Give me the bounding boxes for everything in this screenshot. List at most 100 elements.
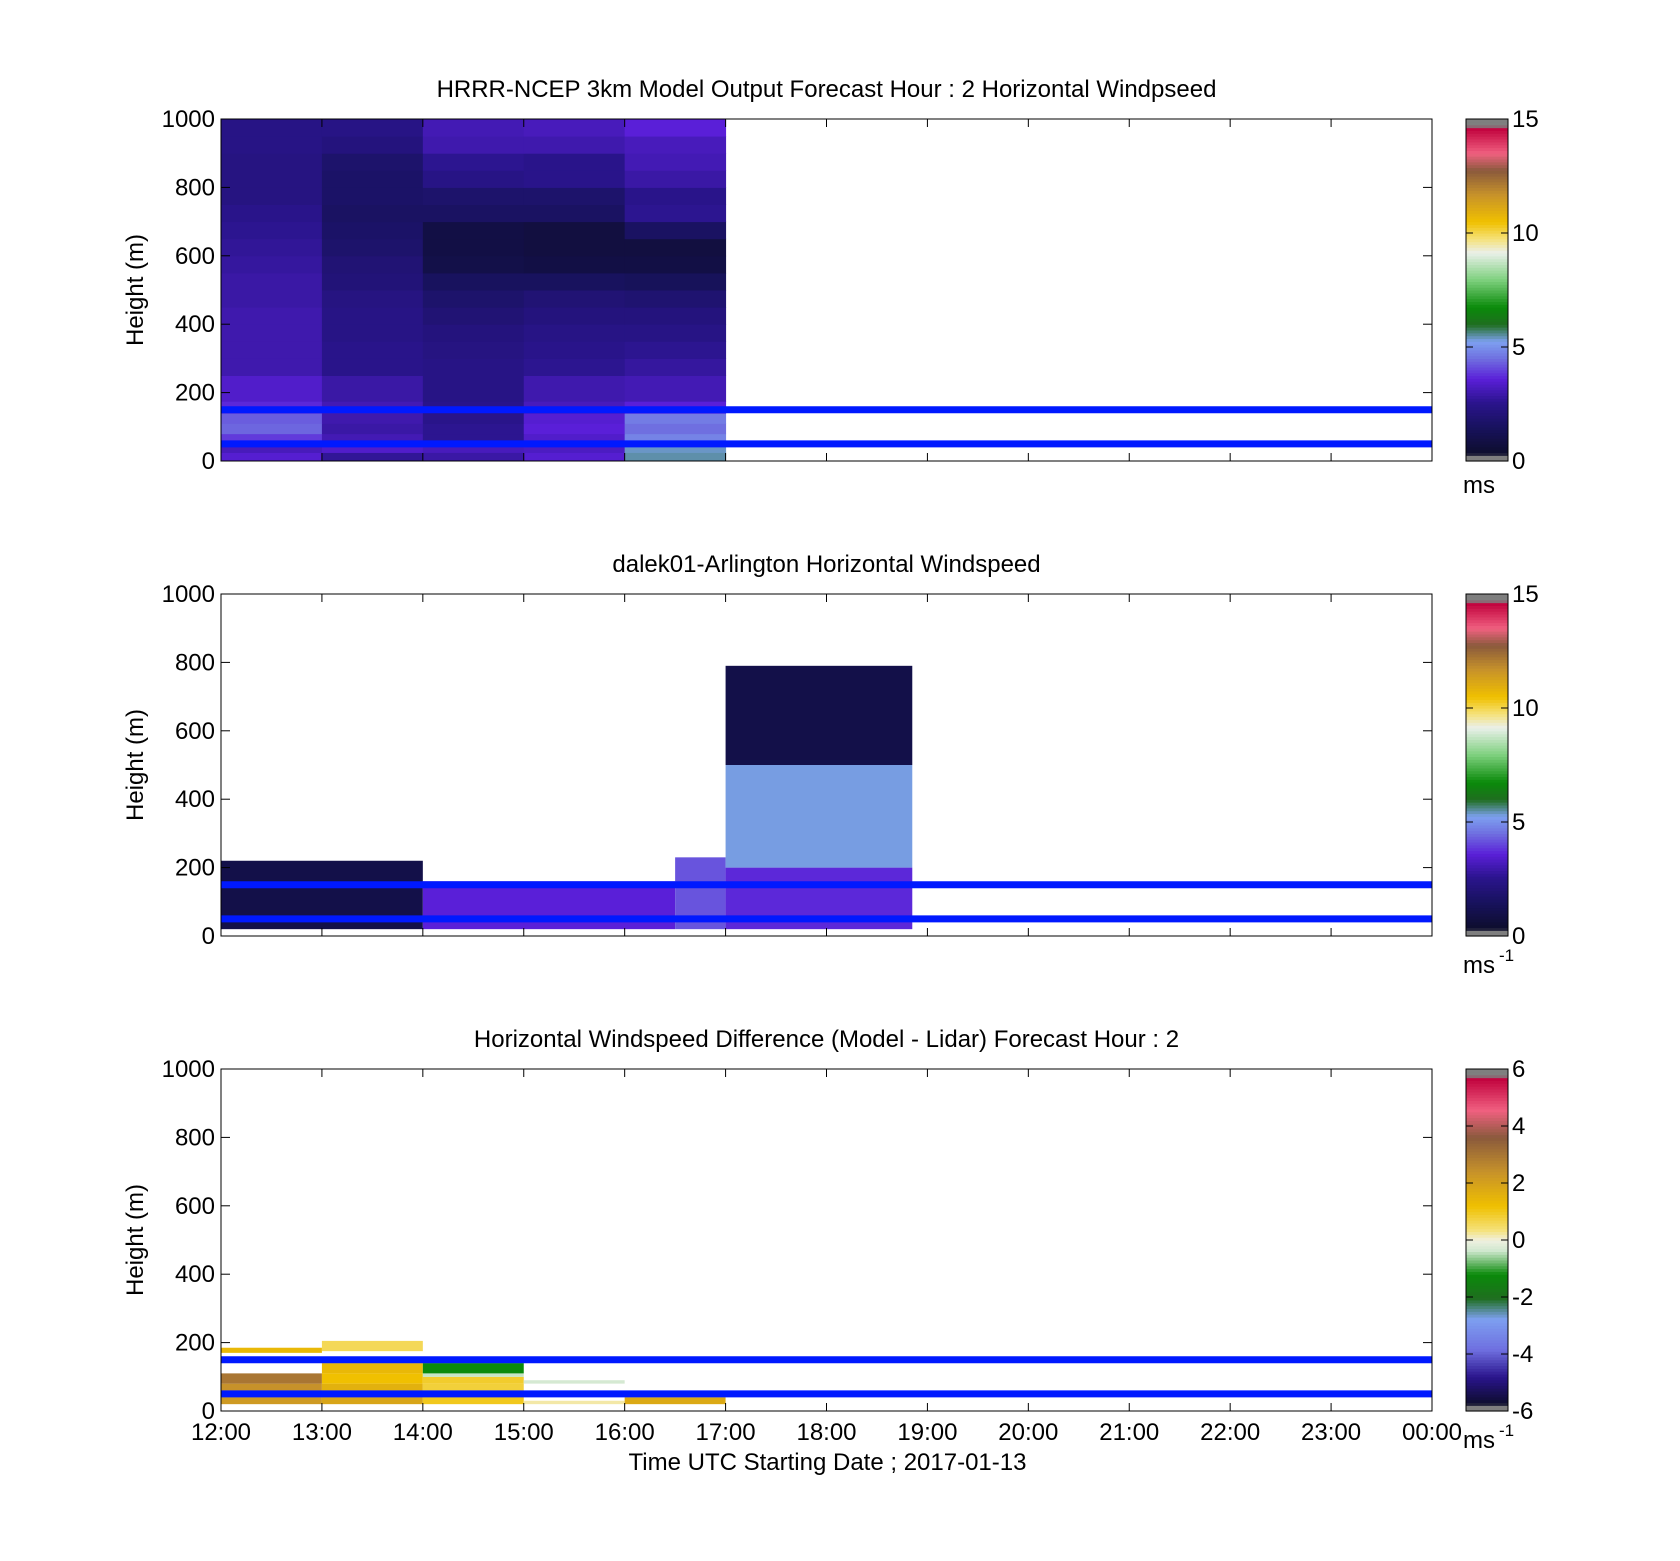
colorbar-segment xyxy=(1466,184,1508,188)
colorbar-segment xyxy=(1466,668,1508,672)
colorbar-segment xyxy=(1466,250,1508,254)
heatmap-cell xyxy=(221,1397,322,1405)
colorbar-segment xyxy=(1466,1314,1508,1318)
colorbar-segment xyxy=(1466,699,1508,703)
colorbar-segment xyxy=(1466,1069,1508,1073)
heatmap-cell xyxy=(422,1373,524,1377)
colorbar-segment xyxy=(1466,696,1508,701)
colorbar-segment xyxy=(1466,1108,1508,1113)
colorbar-segment xyxy=(1466,1339,1508,1344)
heatmap-cell xyxy=(422,452,525,462)
y-tick-label: 600 xyxy=(175,718,215,745)
colorbar-segment xyxy=(1466,1126,1508,1130)
heatmap-cell xyxy=(221,1347,322,1353)
colorbar-segment xyxy=(1466,750,1508,755)
colorbar-segment xyxy=(1466,673,1508,678)
colorbar-frame xyxy=(1465,593,1509,937)
colorbar: 0 5 10 15 ms xyxy=(1463,106,1539,499)
colorbar-tick-label: 15 xyxy=(1512,581,1539,608)
colorbar-segment xyxy=(1466,1231,1508,1235)
colorbar-segment xyxy=(1466,753,1508,758)
colorbar-segment xyxy=(1466,916,1508,920)
colorbar-segment xyxy=(1466,1183,1508,1187)
colorbar-segment xyxy=(1466,1163,1508,1167)
heatmap-cell xyxy=(523,443,626,453)
colorbar-segment xyxy=(1466,1237,1508,1241)
heatmap-cell xyxy=(523,187,626,205)
colorbar-segment xyxy=(1466,648,1508,652)
colorbar-segment xyxy=(1466,1342,1508,1347)
colorbar-segment xyxy=(1466,369,1508,374)
heatmap-cell xyxy=(422,119,525,137)
heatmap-cell xyxy=(321,443,424,453)
x-tick-label: 19:00 xyxy=(897,1419,957,1446)
colorbar-segment xyxy=(1466,215,1508,220)
colorbar-segment xyxy=(1466,349,1508,354)
colorbar-segment xyxy=(1466,1271,1508,1275)
colorbar-segment xyxy=(1466,344,1508,348)
colorbar-segment xyxy=(1466,927,1508,931)
heatmap-cell xyxy=(523,272,626,291)
colorbar-segment xyxy=(1466,1294,1508,1298)
colorbar-segment xyxy=(1466,645,1508,649)
colorbar-segment xyxy=(1466,423,1508,428)
colorbar-segment xyxy=(1466,449,1508,454)
colorbar-segment xyxy=(1466,622,1508,626)
colorbar-segment xyxy=(1466,292,1508,297)
colorbar-segment xyxy=(1466,1157,1508,1161)
colorbar-segment xyxy=(1466,1402,1508,1406)
heatmap-cell xyxy=(624,413,727,424)
colorbar-segment xyxy=(1466,1334,1508,1338)
colorbar-segment xyxy=(1466,1362,1508,1366)
colorbar-segment xyxy=(1466,261,1508,265)
colorbar-tick-label: 0 xyxy=(1512,923,1525,950)
colorbar-segment xyxy=(1466,802,1508,806)
colorbar-segment xyxy=(1466,690,1508,695)
colorbar-segment xyxy=(1466,1143,1508,1147)
colorbar-unit: ms xyxy=(1463,1427,1495,1454)
colorbar-segment xyxy=(1466,281,1508,285)
colorbar-segment xyxy=(1466,1285,1508,1290)
heatmap-cell xyxy=(624,375,727,402)
colorbar-segment xyxy=(1466,1165,1508,1170)
colorbar-segment xyxy=(1466,1120,1508,1124)
colorbar-segment xyxy=(1466,1265,1508,1270)
colorbar-segment xyxy=(1466,1188,1508,1193)
heatmap-cell xyxy=(624,341,727,359)
y-tick-label: 600 xyxy=(175,243,215,270)
heatmap-cell xyxy=(624,1397,726,1405)
colorbar-segment xyxy=(1466,670,1508,675)
colorbar-segment xyxy=(1466,1305,1508,1309)
colorbar-tick-label: 10 xyxy=(1512,220,1539,247)
colorbar-segment xyxy=(1466,1328,1508,1332)
colorbar-segment xyxy=(1466,918,1508,923)
colorbar-segment xyxy=(1466,688,1508,692)
colorbar-segment xyxy=(1466,190,1508,194)
colorbar-segment xyxy=(1466,890,1508,894)
heatmap-cell xyxy=(221,423,323,435)
colorbar-segment xyxy=(1466,867,1508,872)
heatmap-cell xyxy=(422,433,525,445)
heatmap-cell xyxy=(321,119,424,137)
colorbar-tick-label: 0 xyxy=(1512,448,1525,475)
heatmap-cell xyxy=(221,221,323,240)
colorbar-segment xyxy=(1466,267,1508,271)
colorbar-segment xyxy=(1466,1325,1508,1329)
heatmap-cell xyxy=(422,1397,524,1405)
x-tick-label: 13:00 xyxy=(292,1419,352,1446)
colorbar-segment xyxy=(1466,1311,1508,1315)
y-tick-label: 800 xyxy=(175,174,215,201)
colorbar-segment xyxy=(1466,406,1508,411)
colorbar-segment xyxy=(1466,850,1508,854)
heatmap-cell xyxy=(321,413,424,424)
colorbar-segment xyxy=(1466,358,1508,362)
colorbar-segment xyxy=(1466,119,1508,123)
colorbar-segment xyxy=(1466,765,1508,769)
colorbar-segment xyxy=(1466,685,1508,689)
heatmap-cell xyxy=(422,324,525,342)
colorbar-segment xyxy=(1466,244,1508,248)
heatmap-cell xyxy=(422,1376,524,1384)
colorbar-segment xyxy=(1466,1373,1508,1378)
colorbar-segment xyxy=(1466,776,1508,780)
colorbar-segment xyxy=(1466,1208,1508,1213)
